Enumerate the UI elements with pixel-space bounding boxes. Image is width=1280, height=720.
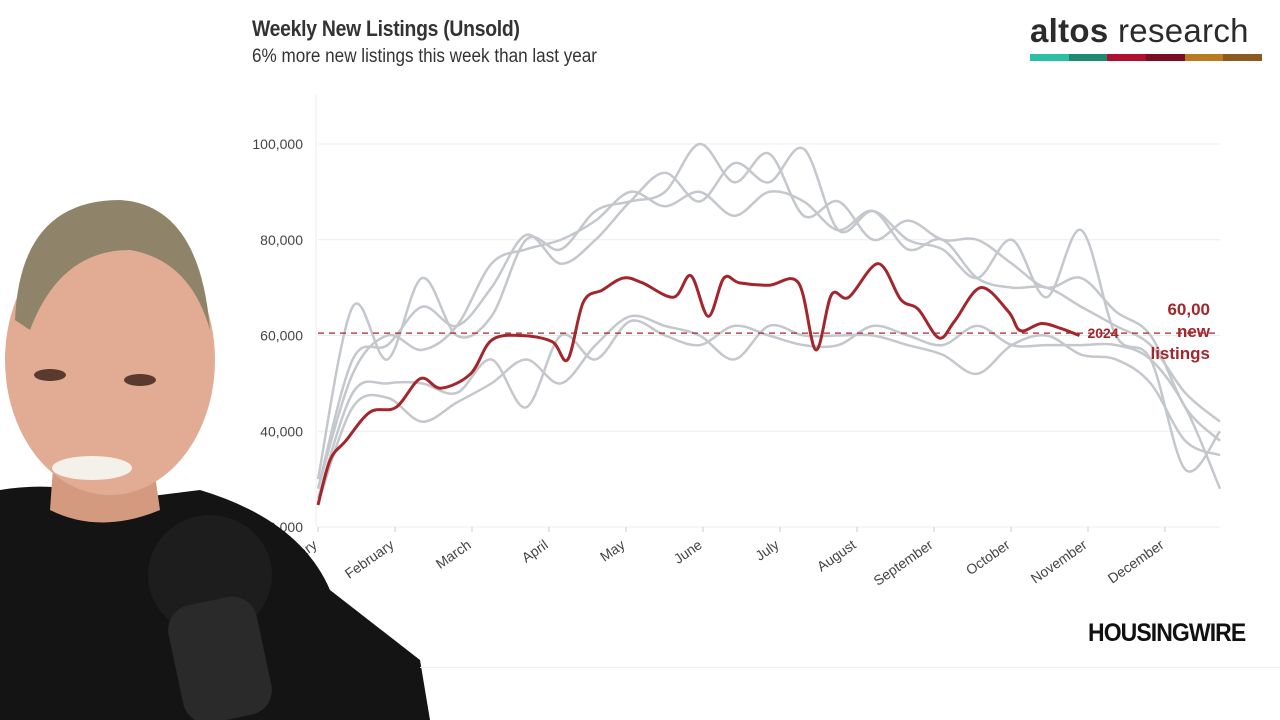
x-tick-label: December (1105, 536, 1167, 586)
series-line-prior-year (316, 190, 1221, 490)
divider (420, 667, 1280, 668)
logo-bar-segment (1068, 54, 1108, 61)
logo-bar-segment (1146, 54, 1185, 61)
housingwire-logo: HOUSINGWIRE (1088, 619, 1246, 647)
series-label-2024: 2024 (1087, 325, 1118, 341)
series-line-prior-year (316, 314, 1221, 504)
presenter-eye-right (124, 374, 156, 386)
presenter-head (5, 225, 215, 495)
reference-line-label: 60,00 (1167, 300, 1210, 319)
chart-title: Weekly New Listings (Unsold) (252, 16, 520, 41)
presenter-mouth (52, 456, 132, 480)
chart-subtitle: 6% more new listings this week than last… (252, 46, 598, 67)
series-line-prior-year (316, 146, 1222, 490)
x-tick-label: November (1028, 536, 1090, 586)
x-tick-label: June (671, 536, 705, 567)
reference-line-label: new (1177, 322, 1211, 341)
altos-research-logo: altos research (1030, 12, 1263, 61)
x-tick-label: April (519, 536, 551, 565)
series-line-prior-year (316, 142, 1221, 480)
microphone-body (168, 596, 272, 720)
y-tick-label: 100,000 (252, 136, 303, 152)
presenter-video-overlay (0, 200, 430, 720)
x-tick-label: October (963, 536, 1013, 578)
series-line-2024 (316, 262, 1081, 506)
logo-light-text: research (1108, 12, 1249, 49)
x-tick-label: March (433, 536, 474, 571)
logo-bar-segment (1223, 54, 1263, 61)
y-tick-label: 80,000 (260, 232, 303, 248)
x-tick-label: September (870, 536, 936, 589)
y-tick-label: 60,000 (260, 328, 303, 344)
logo-bar-segment (1107, 54, 1147, 61)
presenter-hair (15, 200, 210, 330)
reference-line-label: listings (1150, 344, 1210, 363)
series-line-prior-year (316, 319, 1222, 499)
logo-bar-segment (1030, 54, 1069, 61)
logo-color-bar (1030, 54, 1263, 61)
x-tick-label: May (597, 536, 628, 564)
x-tick-label: August (814, 536, 859, 574)
logo-bar-segment (1184, 54, 1224, 61)
x-tick-label: July (752, 536, 782, 563)
y-tick-label: 40,000 (260, 423, 303, 439)
presenter-eye-left (34, 369, 66, 381)
logo-bold-text: altos (1030, 12, 1109, 49)
